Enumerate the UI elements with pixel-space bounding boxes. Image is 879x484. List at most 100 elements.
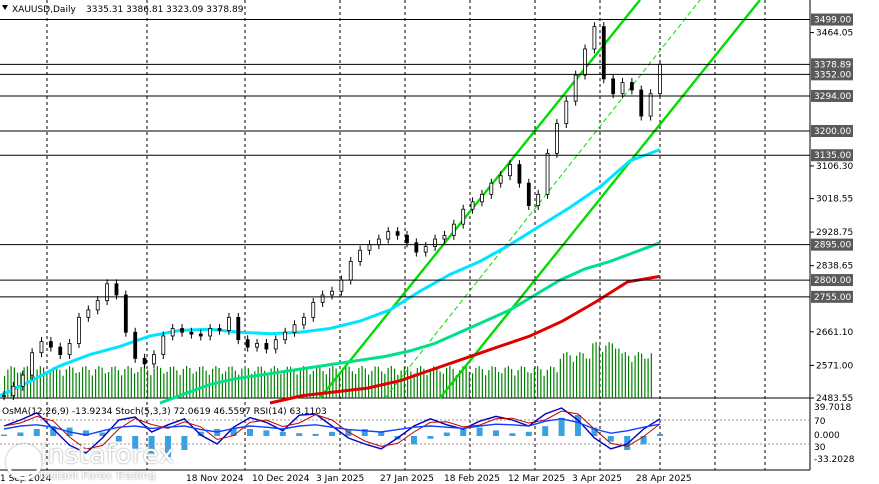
instaforex-logo-icon (6, 444, 42, 480)
candle-body (573, 74, 578, 102)
volume-bar (143, 366, 145, 398)
candle (11, 381, 16, 401)
volume-bar (426, 374, 428, 398)
osma-bar (115, 436, 122, 442)
candle (320, 290, 325, 307)
date-label: 3 Jan 2025 (316, 474, 364, 484)
candle (67, 338, 72, 360)
collapse-triangle-icon[interactable] (2, 5, 8, 10)
candle (526, 178, 531, 210)
volume-bar (39, 366, 41, 398)
volume-bar (312, 370, 314, 398)
candle (601, 22, 606, 84)
candle-body (470, 201, 475, 210)
osma-bar (345, 430, 352, 436)
candle (86, 305, 91, 322)
osma-bar (247, 429, 253, 436)
candle (301, 312, 306, 330)
price-tick-label: 3464.05 (816, 29, 853, 39)
volume-bar (624, 352, 626, 398)
price-tick-label: 3018.55 (816, 195, 853, 205)
osma-bar (279, 431, 286, 436)
osma-bar (575, 415, 581, 436)
volume-bar (231, 366, 233, 398)
volume-bar (546, 369, 548, 398)
volume-bar (303, 366, 305, 398)
volume-bar (273, 366, 275, 398)
volume-bar (147, 370, 149, 398)
volume-bar (537, 366, 539, 398)
volume-bar (299, 368, 301, 398)
candle (470, 197, 475, 214)
candle-body (48, 341, 53, 348)
level-label: 2895.00 (814, 241, 851, 251)
candle (180, 324, 184, 337)
date-label: 18 Feb 2025 (444, 474, 500, 484)
volume-bar (527, 372, 529, 398)
candle (20, 370, 25, 391)
candle-body (11, 385, 16, 396)
volume-bar (553, 367, 555, 398)
volume-bar (208, 374, 210, 398)
volume-bar (173, 366, 175, 398)
candle (592, 22, 597, 54)
volume-bar (374, 366, 376, 398)
candle-body (583, 48, 587, 76)
volume-bar (329, 368, 331, 398)
candle-body (20, 374, 25, 387)
volume-bar (514, 375, 516, 398)
osma-bar (312, 433, 319, 436)
price-tick-label: 2483.55 (816, 394, 853, 404)
volume-bar (351, 371, 353, 398)
candle-body (367, 244, 372, 251)
volume-bar (325, 374, 327, 398)
candle (461, 204, 466, 229)
date-label: 12 Mar 2025 (508, 474, 565, 484)
candle (105, 279, 109, 306)
candle-body (423, 246, 428, 253)
volume-bar (186, 366, 188, 398)
candle (217, 324, 222, 335)
volume-bar (234, 370, 236, 398)
candle-body (545, 152, 550, 195)
volume-bar (637, 352, 639, 398)
price-tick-label: 2928.75 (816, 228, 853, 238)
volume-bar (283, 371, 285, 398)
osma-bar (197, 431, 204, 436)
volume-bar (52, 367, 54, 398)
candle (95, 296, 100, 315)
level-label-box (811, 68, 853, 81)
osc-scale-label: 30 (814, 443, 826, 453)
volume-bar (335, 368, 337, 398)
volume-bar (111, 367, 113, 398)
volume-bar (517, 369, 519, 398)
osma-bar (624, 436, 631, 450)
volume-bar (407, 366, 409, 398)
candle-body (405, 234, 409, 244)
candle-body (198, 333, 203, 337)
volume-bar (82, 367, 84, 398)
level-label-box (811, 13, 853, 26)
candle-body (180, 328, 184, 333)
volume-bar (572, 361, 574, 398)
ema_slow-line (269, 274, 661, 405)
volume-bar (410, 371, 412, 398)
volume-bar (176, 370, 178, 398)
volume-bar (511, 369, 513, 398)
volume-bar (582, 353, 584, 398)
level-label: 3135.00 (814, 151, 851, 161)
candle-body (564, 100, 569, 124)
rsi-line (3, 418, 661, 436)
volume-bar (647, 358, 649, 398)
volume-bar (371, 370, 373, 398)
osma-bar (378, 431, 385, 436)
volume-bar (88, 369, 90, 398)
candle (227, 312, 231, 335)
volume-bar (140, 366, 142, 398)
volume-bar (280, 374, 282, 398)
candle (170, 324, 175, 341)
osma-bar (329, 431, 335, 436)
candle (611, 74, 616, 99)
volume-bar (257, 366, 259, 398)
